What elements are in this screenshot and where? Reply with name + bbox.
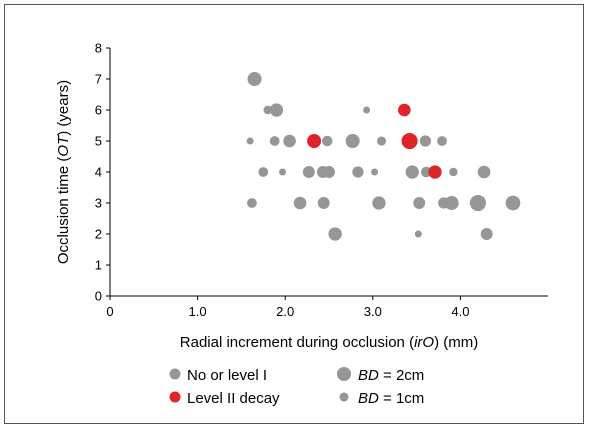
data-point-no-or-level-1 — [317, 197, 330, 209]
data-point-no-or-level-1 — [321, 135, 333, 147]
x-axis-title-part-0: Radial increment during occlusion ( — [180, 334, 414, 351]
y-axis-title: Occlusion time (OT) (years) — [55, 80, 72, 264]
data-point-level-2 — [307, 134, 322, 148]
y-tick-label: 1 — [95, 258, 102, 273]
legend-label-part-0: Level II decay — [187, 390, 280, 407]
legend-label: No or level I — [187, 367, 267, 384]
y-tick-label: 4 — [95, 165, 102, 180]
data-point-no-or-level-1 — [405, 165, 419, 179]
y-axis-title-part-1: OT — [55, 134, 72, 157]
data-point-no-or-level-1 — [449, 167, 458, 177]
legend-label: BD = 1cm — [358, 390, 424, 407]
data-point-level-2 — [398, 103, 411, 117]
data-point-no-or-level-1 — [419, 135, 431, 147]
legend-label-part-0: BD — [358, 390, 379, 407]
data-point-no-or-level-1 — [283, 134, 296, 148]
y-tick-label: 0 — [95, 289, 102, 304]
x-axis-title-part-1: irO — [414, 334, 434, 351]
x-axis-title-part-2: ) (mm) — [434, 334, 478, 351]
data-point-no-or-level-1 — [345, 134, 360, 148]
data-point-no-or-level-1 — [302, 166, 315, 178]
data-point-no-or-level-1 — [413, 197, 426, 209]
x-axis-title: Radial increment during occlusion (irO) … — [180, 334, 478, 351]
y-tick-label: 5 — [95, 134, 102, 149]
legend-marker-gray-large — [337, 367, 351, 381]
data-point-no-or-level-1 — [246, 137, 254, 145]
legend-label-part-1: = 2cm — [379, 367, 424, 384]
y-axis-title-part-0: Occlusion time ( — [55, 157, 72, 265]
y-tick-label: 3 — [95, 196, 102, 211]
data-point-no-or-level-1 — [328, 227, 342, 241]
legend-label: Level II decay — [187, 390, 280, 407]
data-point-no-or-level-1 — [477, 165, 491, 179]
data-point-no-or-level-1 — [480, 228, 493, 240]
data-point-no-or-level-1 — [420, 166, 432, 178]
data-point-no-or-level-1 — [263, 105, 272, 115]
y-axis-title-part-2: ) (years) — [55, 80, 72, 136]
data-point-no-or-level-1 — [414, 230, 422, 238]
x-tick-label: 4.0 — [451, 304, 469, 319]
legend-marker-red-medium — [169, 391, 181, 403]
axes — [106, 47, 548, 300]
y-tick-label: 7 — [95, 72, 102, 87]
y-tick-label: 2 — [95, 227, 102, 242]
data-point-no-or-level-1 — [372, 196, 386, 210]
legend-label-part-0: No or level I — [187, 367, 267, 384]
data-point-no-or-level-1 — [352, 166, 364, 178]
data-point-no-or-level-1 — [377, 136, 387, 146]
legend-label-part-0: BD — [358, 367, 379, 384]
data-point-no-or-level-1 — [371, 168, 379, 176]
x-tick-label: 2.0 — [276, 304, 294, 319]
data-point-no-or-level-1 — [469, 194, 486, 212]
data-point-no-or-level-1 — [293, 196, 307, 210]
data-point-no-or-level-1 — [363, 106, 371, 114]
data-point-no-or-level-1 — [437, 136, 447, 146]
data-point-no-or-level-1 — [247, 198, 257, 208]
data-point-no-or-level-1 — [258, 167, 269, 177]
data-point-no-or-level-1 — [247, 72, 262, 86]
tick-labels: 0 1 2 3 4 5 6 7 8 0 1.0 2.0 3.0 4.0 — [95, 41, 470, 320]
data-point-no-or-level-1 — [444, 196, 459, 210]
legend-label: BD = 2cm — [358, 367, 424, 384]
y-tick-label: 8 — [95, 41, 102, 56]
legend-label-part-1: = 1cm — [379, 390, 424, 407]
data-point-no-or-level-1 — [505, 195, 521, 211]
x-tick-label: 0 — [106, 304, 113, 319]
data-point-no-or-level-1 — [269, 136, 280, 146]
data-point-no-or-level-1 — [269, 103, 284, 117]
data-point-no-or-level-1 — [279, 168, 287, 176]
y-tick-label: 6 — [95, 103, 102, 118]
data-point-level-2 — [401, 132, 418, 150]
figure-frame — [4, 4, 584, 424]
data-point-no-or-level-1 — [323, 166, 335, 178]
legend-marker-gray-small — [339, 392, 349, 402]
legend-marker-gray-medium — [169, 368, 181, 380]
data-point-level-2 — [428, 165, 442, 179]
x-tick-label: 1.0 — [189, 304, 207, 319]
x-tick-label: 3.0 — [364, 304, 382, 319]
data-points — [246, 72, 521, 241]
